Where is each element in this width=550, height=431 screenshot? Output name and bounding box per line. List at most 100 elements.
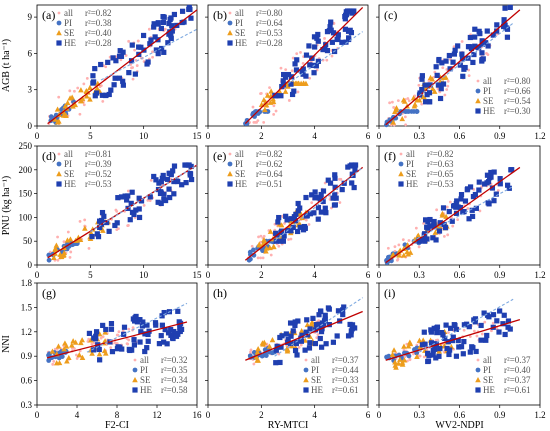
- data-point-all: [52, 359, 56, 363]
- data-point-HE: [187, 172, 193, 178]
- data-point-HE: [467, 34, 473, 41]
- data-point-HE: [156, 341, 162, 347]
- data-point-HE: [148, 37, 154, 43]
- data-point-HE: [311, 210, 317, 216]
- x-tick-label: 1.2: [534, 131, 545, 141]
- data-point-HE: [469, 213, 476, 220]
- legend-marker-SE: [475, 98, 481, 104]
- data-point-HE: [288, 333, 294, 339]
- fit-line-HE: [90, 164, 198, 233]
- data-point-all: [62, 240, 66, 244]
- data-point-HE: [471, 51, 477, 58]
- data-point-all: [325, 58, 329, 62]
- data-point-HE: [295, 318, 301, 324]
- data-point-SE: [55, 343, 62, 349]
- data-point-HE: [117, 48, 123, 54]
- data-point-HE: [325, 177, 331, 183]
- data-point-all: [427, 79, 431, 83]
- data-point-SE: [411, 103, 418, 109]
- legend-label-all: all: [140, 355, 149, 365]
- data-point-HE: [332, 202, 338, 208]
- data-point-HE: [159, 175, 165, 181]
- data-point-HE: [320, 188, 327, 194]
- data-point-HE: [273, 360, 279, 366]
- data-point-SE: [284, 345, 290, 351]
- data-point-all: [114, 208, 118, 212]
- legend-r2-HE: r²=0.53: [85, 179, 112, 189]
- data-point-all: [116, 333, 120, 337]
- data-point-all: [420, 102, 424, 106]
- data-point-HE: [294, 352, 300, 358]
- data-point-HE: [188, 163, 194, 170]
- data-point-HE: [431, 218, 437, 225]
- data-point-HE: [113, 58, 119, 64]
- data-point-HE: [327, 180, 334, 186]
- data-point-HE: [435, 82, 442, 88]
- data-point-all: [146, 199, 150, 202]
- data-point-SE: [87, 96, 93, 102]
- data-point-all: [259, 234, 263, 238]
- data-point-HE: [100, 322, 106, 329]
- data-point-HE: [131, 342, 138, 348]
- data-point-SE: [88, 337, 94, 343]
- data-point-HE: [442, 225, 449, 231]
- x-tick-label: 0.9: [494, 131, 506, 141]
- data-point-HE: [419, 76, 425, 82]
- data-point-HE: [273, 230, 279, 236]
- data-point-HE: [103, 326, 109, 333]
- data-point-all: [404, 123, 408, 127]
- data-point-all: [483, 320, 487, 324]
- data-point-all: [407, 239, 411, 242]
- legend-marker-PI: [56, 161, 62, 167]
- data-point-all: [131, 77, 135, 81]
- data-point-SE: [390, 119, 397, 125]
- data-point-all: [131, 66, 135, 69]
- data-point-SE: [263, 102, 270, 108]
- x-tick-label: 0.6: [454, 410, 466, 420]
- legend-label-all: all: [235, 149, 244, 159]
- data-point-HE: [164, 341, 170, 347]
- data-point-all: [127, 39, 131, 43]
- legend-marker-SE: [475, 377, 481, 383]
- fit-line-all: [244, 166, 364, 261]
- data-point-HE: [127, 217, 133, 223]
- legend-label-PI: PI: [406, 159, 414, 169]
- x-tick-label: 4: [312, 410, 317, 420]
- data-point-HE: [335, 32, 341, 38]
- data-point-HE: [285, 71, 292, 78]
- data-point-HE: [424, 236, 430, 242]
- data-point-HE: [181, 19, 187, 25]
- data-point-HE: [466, 216, 472, 222]
- data-point-SE: [304, 321, 311, 328]
- x-tick-label: 10: [139, 131, 149, 141]
- data-point-SE: [269, 337, 276, 343]
- data-point-HE: [158, 189, 164, 195]
- panel-label: (d): [42, 149, 56, 163]
- data-point-all: [403, 115, 407, 119]
- data-point-HE: [112, 75, 118, 81]
- data-point-HE: [446, 351, 452, 358]
- x-axis-label: F2-CI: [105, 420, 129, 431]
- legend-r2-all: r²=0.82: [85, 8, 112, 18]
- data-point-HE: [434, 72, 440, 78]
- data-point-HE: [332, 175, 338, 181]
- legend-label-SE: SE: [483, 375, 494, 385]
- data-point-HE: [276, 214, 282, 221]
- data-point-HE: [484, 28, 490, 34]
- legend-label-HE: HE: [483, 106, 495, 116]
- data-point-SE: [416, 337, 423, 343]
- data-point-all: [82, 103, 86, 107]
- data-point-HE: [188, 176, 195, 183]
- data-point-HE: [138, 329, 144, 335]
- data-point-HE: [467, 349, 473, 355]
- data-point-all: [252, 120, 256, 124]
- data-point-HE: [136, 206, 142, 212]
- data-point-HE: [339, 187, 345, 193]
- legend-marker-HE: [56, 40, 62, 46]
- data-point-HE: [158, 25, 165, 32]
- data-point-SE: [397, 356, 403, 362]
- legend-marker-all: [399, 152, 403, 156]
- legend-label-SE: SE: [140, 375, 151, 385]
- x-tick-label: 15: [193, 270, 203, 280]
- x-tick-label: 10: [139, 270, 149, 280]
